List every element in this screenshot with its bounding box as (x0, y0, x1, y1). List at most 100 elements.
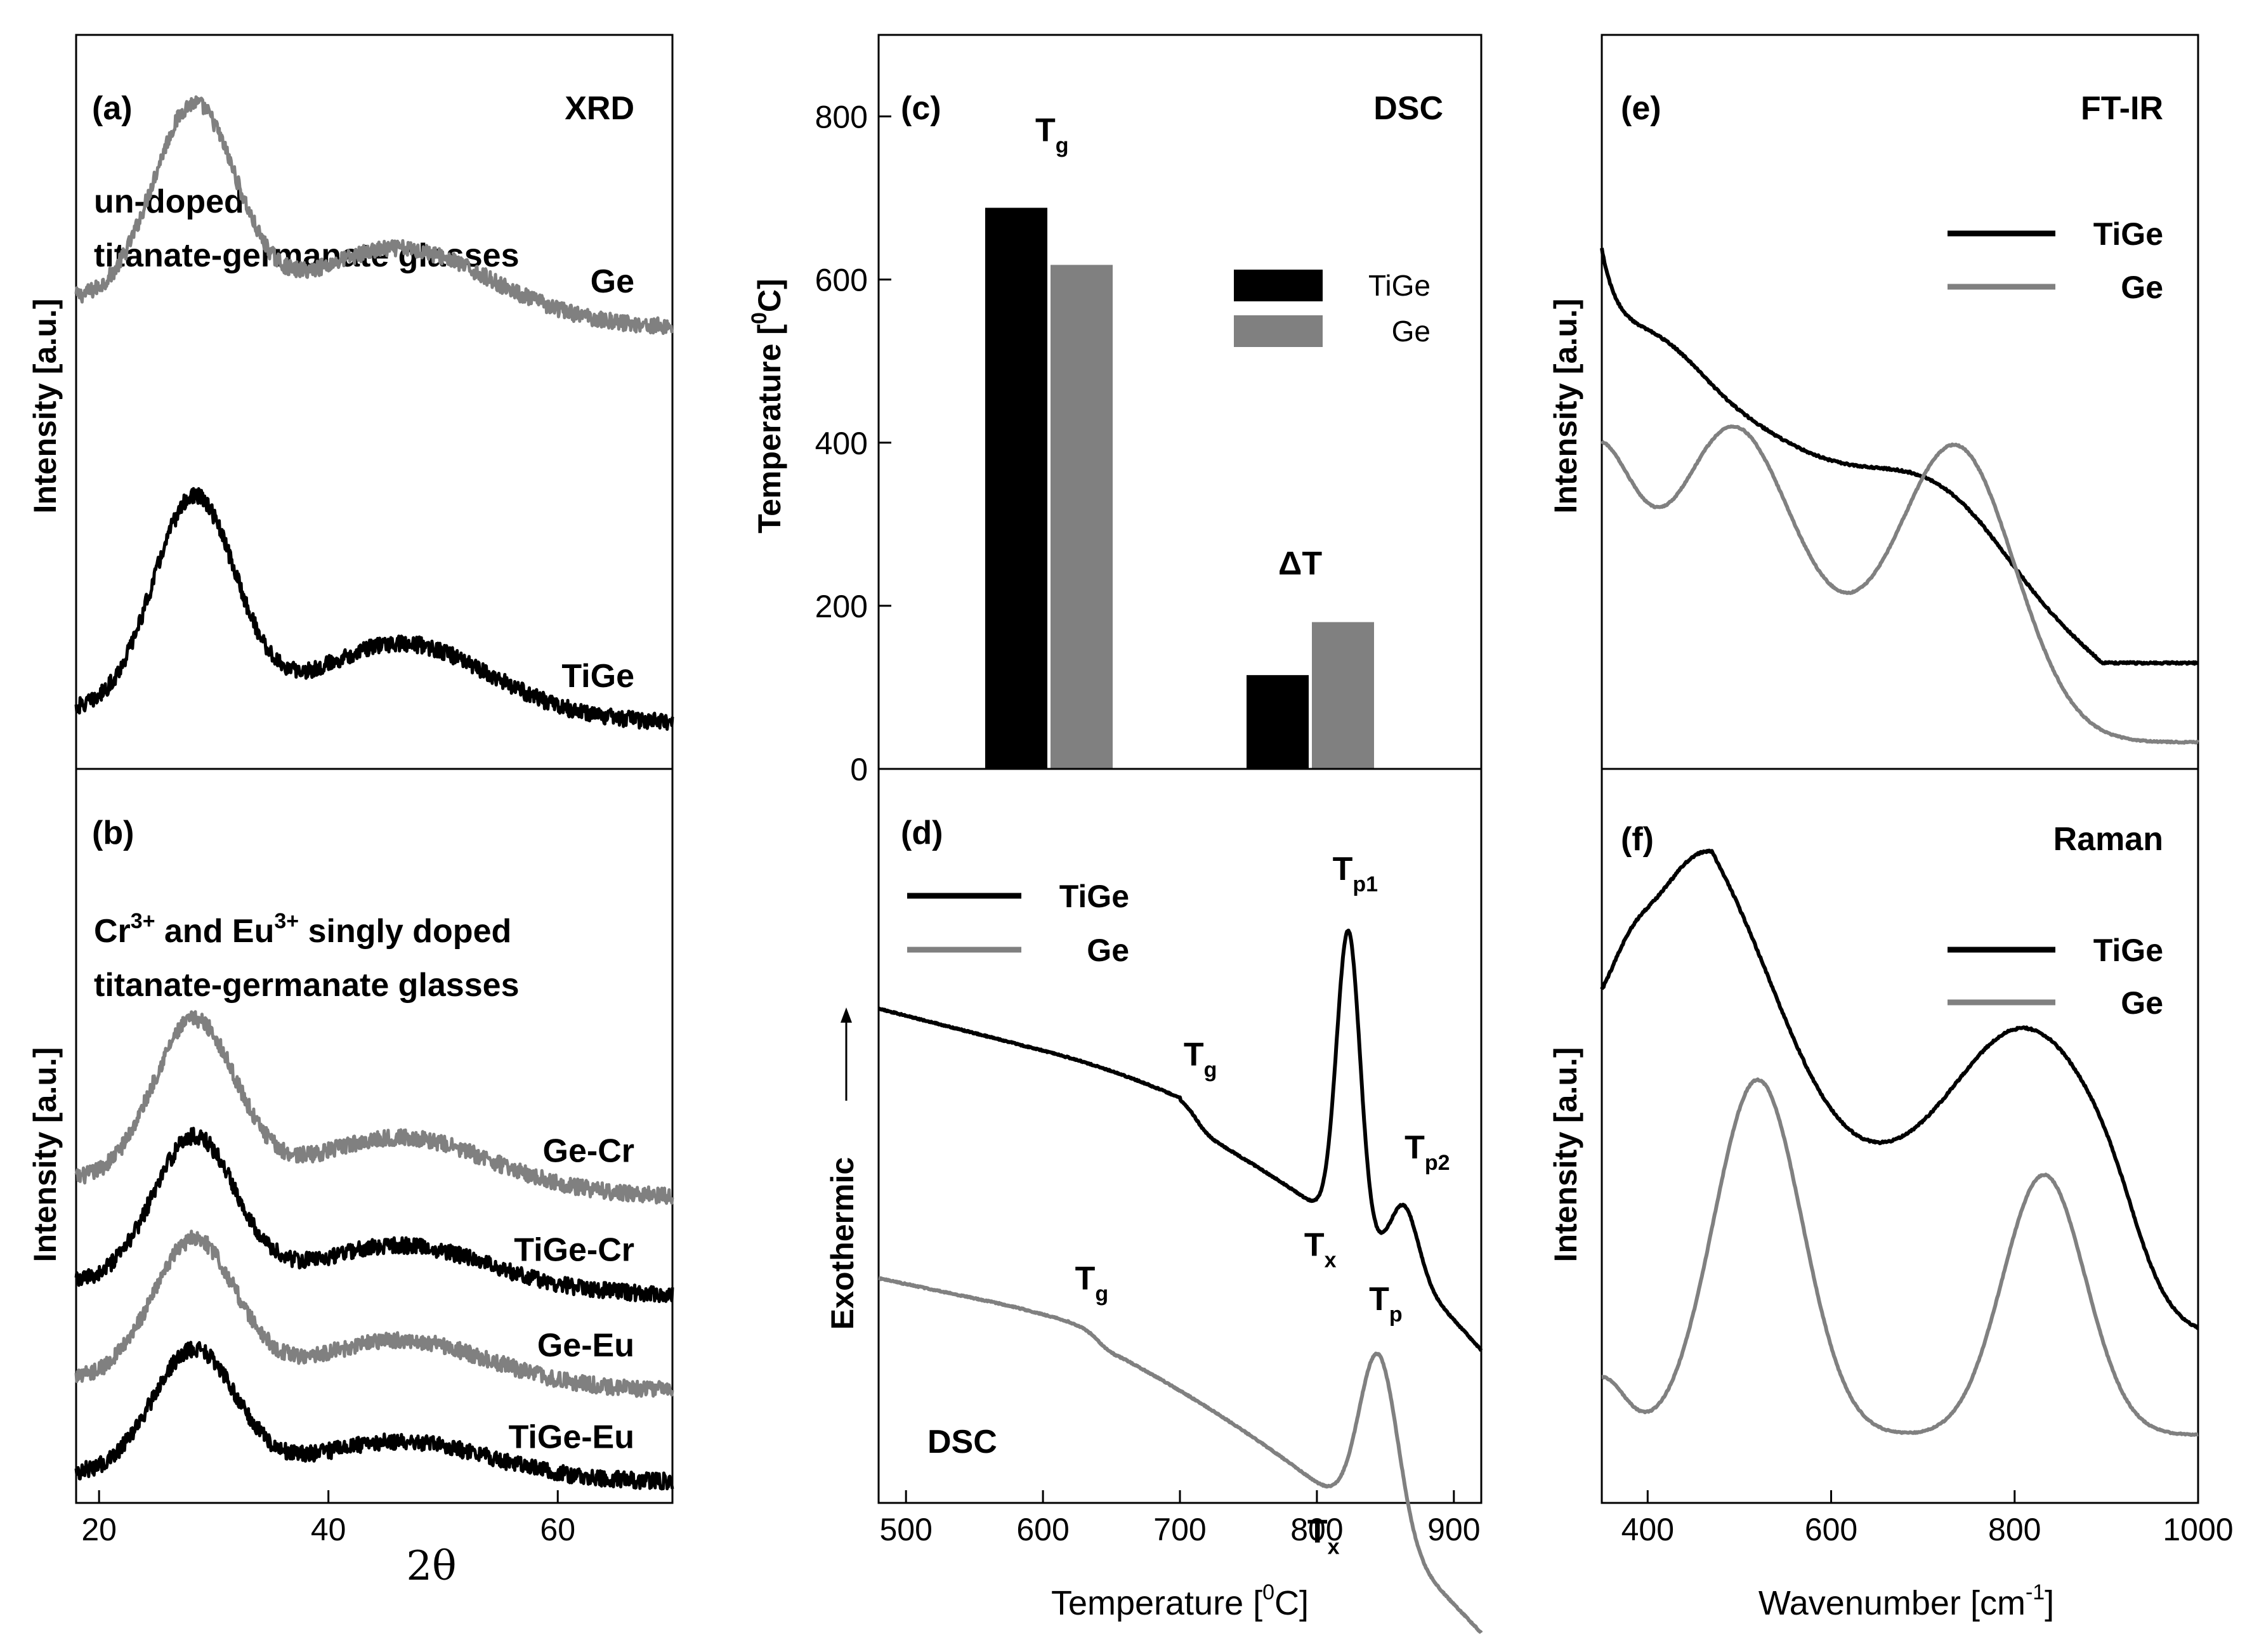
panel-b-desc-part-2: and Eu (155, 913, 275, 950)
panel-b-desc-part-0: Cr (94, 913, 131, 950)
panel-a-curve-label-tige: TiGe (561, 658, 634, 695)
panel-b-xtick-label: 20 (81, 1512, 117, 1547)
panel-f-xtick-label: 1000 (2163, 1512, 2233, 1547)
panel-d-annotation-sub: x (1325, 1248, 1337, 1272)
panel-b-xtick-label: 40 (311, 1512, 346, 1547)
panel-d-annotation-sub: g (1095, 1282, 1108, 1306)
panel-e-series-group (1600, 247, 2200, 745)
panel-b-xticks: 20 40 60 (81, 1490, 575, 1547)
panel-d-series-tige (877, 928, 1483, 1352)
panel-d-annotation-sub: g (1204, 1058, 1217, 1082)
panel-c-ylabel: Temperature [0C] (747, 279, 787, 533)
panel-a-ylabel: Intensity [a.u.] (27, 299, 63, 514)
panel-d-annotation-main: T (1307, 1513, 1328, 1550)
panel-d-label: (d) (901, 815, 943, 851)
panel-c-bar-tige-0 (985, 207, 1047, 769)
panel-c-ytick-label: 0 (850, 752, 868, 787)
panel-d-series-ge (877, 1276, 1483, 1634)
panel-d-annotation-3: Tx (1304, 1226, 1337, 1272)
panel-d-annotation-main: T (1075, 1261, 1096, 1297)
panel-c-ytick-label: 400 (815, 426, 868, 461)
panel-d-title: DSC (927, 1424, 997, 1460)
panel-a-xrd: (a) XRD un-doped titanate-germanate glas… (27, 34, 674, 770)
panel-c-bars (985, 207, 1374, 769)
panel-d-annotation-6: Tx (1307, 1513, 1340, 1559)
panel-d-annotation-4: Tg (1075, 1261, 1109, 1306)
panel-c-legend-label-tige: TiGe (1368, 269, 1431, 302)
panel-f-label: (f) (1621, 821, 1654, 858)
panel-b-series-ge-eu (74, 1229, 674, 1398)
panel-f-series-ge (1601, 1077, 2199, 1437)
panel-d-annotation-main: T (1369, 1281, 1389, 1318)
panel-f-legend: TiGe Ge (1948, 933, 2163, 1021)
panel-c-legend-label-ge: Ge (1392, 315, 1431, 348)
panel-f-legend-label-tige: TiGe (2093, 933, 2163, 968)
panel-f-title: Raman (2053, 821, 2163, 858)
panel-d-annotation-main: T (1184, 1036, 1204, 1073)
panel-b-series-tige-eu (74, 1341, 674, 1491)
panel-c-ytick-label: 800 (815, 100, 868, 135)
panel-c-group-label-1: ΔT (1278, 546, 1322, 582)
panel-f-xtick-label: 400 (1621, 1512, 1674, 1547)
panel-c-group-label-0: Tg (1035, 112, 1069, 158)
panel-b-curve-labels: Ge-Cr TiGe-Cr Ge-Eu TiGe-Eu (509, 1133, 634, 1456)
panel-a-series-group (74, 95, 674, 731)
panel-d-annotation-2: Tp2 (1405, 1129, 1450, 1175)
panel-c-ytick-label: 200 (815, 589, 868, 624)
panel-f-xlabel-main: Wavenumber [cm (1758, 1584, 2026, 1622)
panel-e-ftir: (e) FT-IR Intensity [a.u.] TiGe Ge (1548, 34, 2200, 770)
panel-d-ylabel-arrow-head (841, 1007, 852, 1023)
panel-b-xrd: (b) Cr3+ and Eu3+ singly doped titanate-… (27, 768, 674, 1590)
panel-f-raman: (f) Raman Intensity [a.u.] TiGe Ge 400 60… (1548, 768, 2234, 1622)
panel-d-annotation-1: Tg (1184, 1036, 1217, 1082)
panel-d-xtick-label: 800 (1290, 1512, 1343, 1547)
panel-d-xlabel-sup: 0 (1262, 1580, 1274, 1604)
panel-d-annotation-0: Tp1 (1333, 851, 1378, 896)
panel-e-label: (e) (1621, 90, 1661, 127)
panel-c-title: DSC (1373, 90, 1443, 127)
panel-d-annotation-main: T (1333, 851, 1353, 888)
panel-c-group-label-sub: g (1056, 134, 1069, 158)
panel-c-group-label-main: ΔT (1278, 546, 1322, 582)
panel-d-legend-label-ge: Ge (1087, 933, 1129, 968)
panel-d-annotation-5: Tp (1369, 1281, 1403, 1327)
panel-b-curve-label-ge-cr: Ge-Cr (543, 1133, 634, 1170)
panel-a-curve-label-ge: Ge (591, 263, 634, 300)
panel-c-group-labels: Tg ΔT (1035, 112, 1322, 582)
panel-d-legend-label-tige: TiGe (1059, 879, 1129, 914)
panel-d-annotation-sub: p (1389, 1302, 1403, 1327)
panel-e-series-ge (1600, 424, 2200, 745)
panel-c-legend-swatch-tige (1234, 270, 1323, 301)
panel-d-xticks: 500 600 700 800 900 (879, 1490, 1481, 1547)
panel-b-series-tige-cr (74, 1127, 674, 1303)
panel-c-ylabel-sup: 0 (747, 312, 771, 324)
panel-f-ylabel: Intensity [a.u.] (1548, 1047, 1583, 1262)
panel-a-title: XRD (565, 90, 634, 127)
panel-e-series-tige (1600, 247, 2199, 666)
panel-b-series-ge-cr (74, 1010, 674, 1205)
panel-a-description-line1: un-doped (94, 183, 244, 220)
panel-c-bar-ge-0 (1051, 265, 1113, 769)
panel-b-desc-part-3: 3+ (274, 909, 299, 933)
panel-a-curve-labels: Ge TiGe (561, 263, 634, 695)
panel-e-legend-label-tige: TiGe (2093, 216, 2163, 252)
panel-f-xtick-label: 800 (1988, 1512, 2041, 1547)
panel-d-annotation-main: T (1304, 1226, 1325, 1263)
panel-d-xtick-label: 900 (1427, 1512, 1480, 1547)
panel-c-legend-swatch-ge (1234, 315, 1323, 347)
panel-e-ylabel: Intensity [a.u.] (1548, 299, 1583, 514)
panel-b-desc-part-4: singly doped (299, 913, 511, 950)
panel-f-xticks: 400 600 800 1000 (1621, 1490, 2234, 1547)
panel-d-annotation-sub: p2 (1425, 1151, 1450, 1175)
panel-d-ylabel-group: Exothermic (825, 1007, 860, 1330)
panel-f-series-tige (1600, 848, 2199, 1330)
panel-b-desc-part-1: 3+ (131, 909, 155, 933)
panel-c-bar-tige-1 (1247, 675, 1309, 769)
panel-f-xlabel: Wavenumber [cm-1] (1758, 1580, 2054, 1622)
panel-b-label: (b) (92, 815, 134, 851)
